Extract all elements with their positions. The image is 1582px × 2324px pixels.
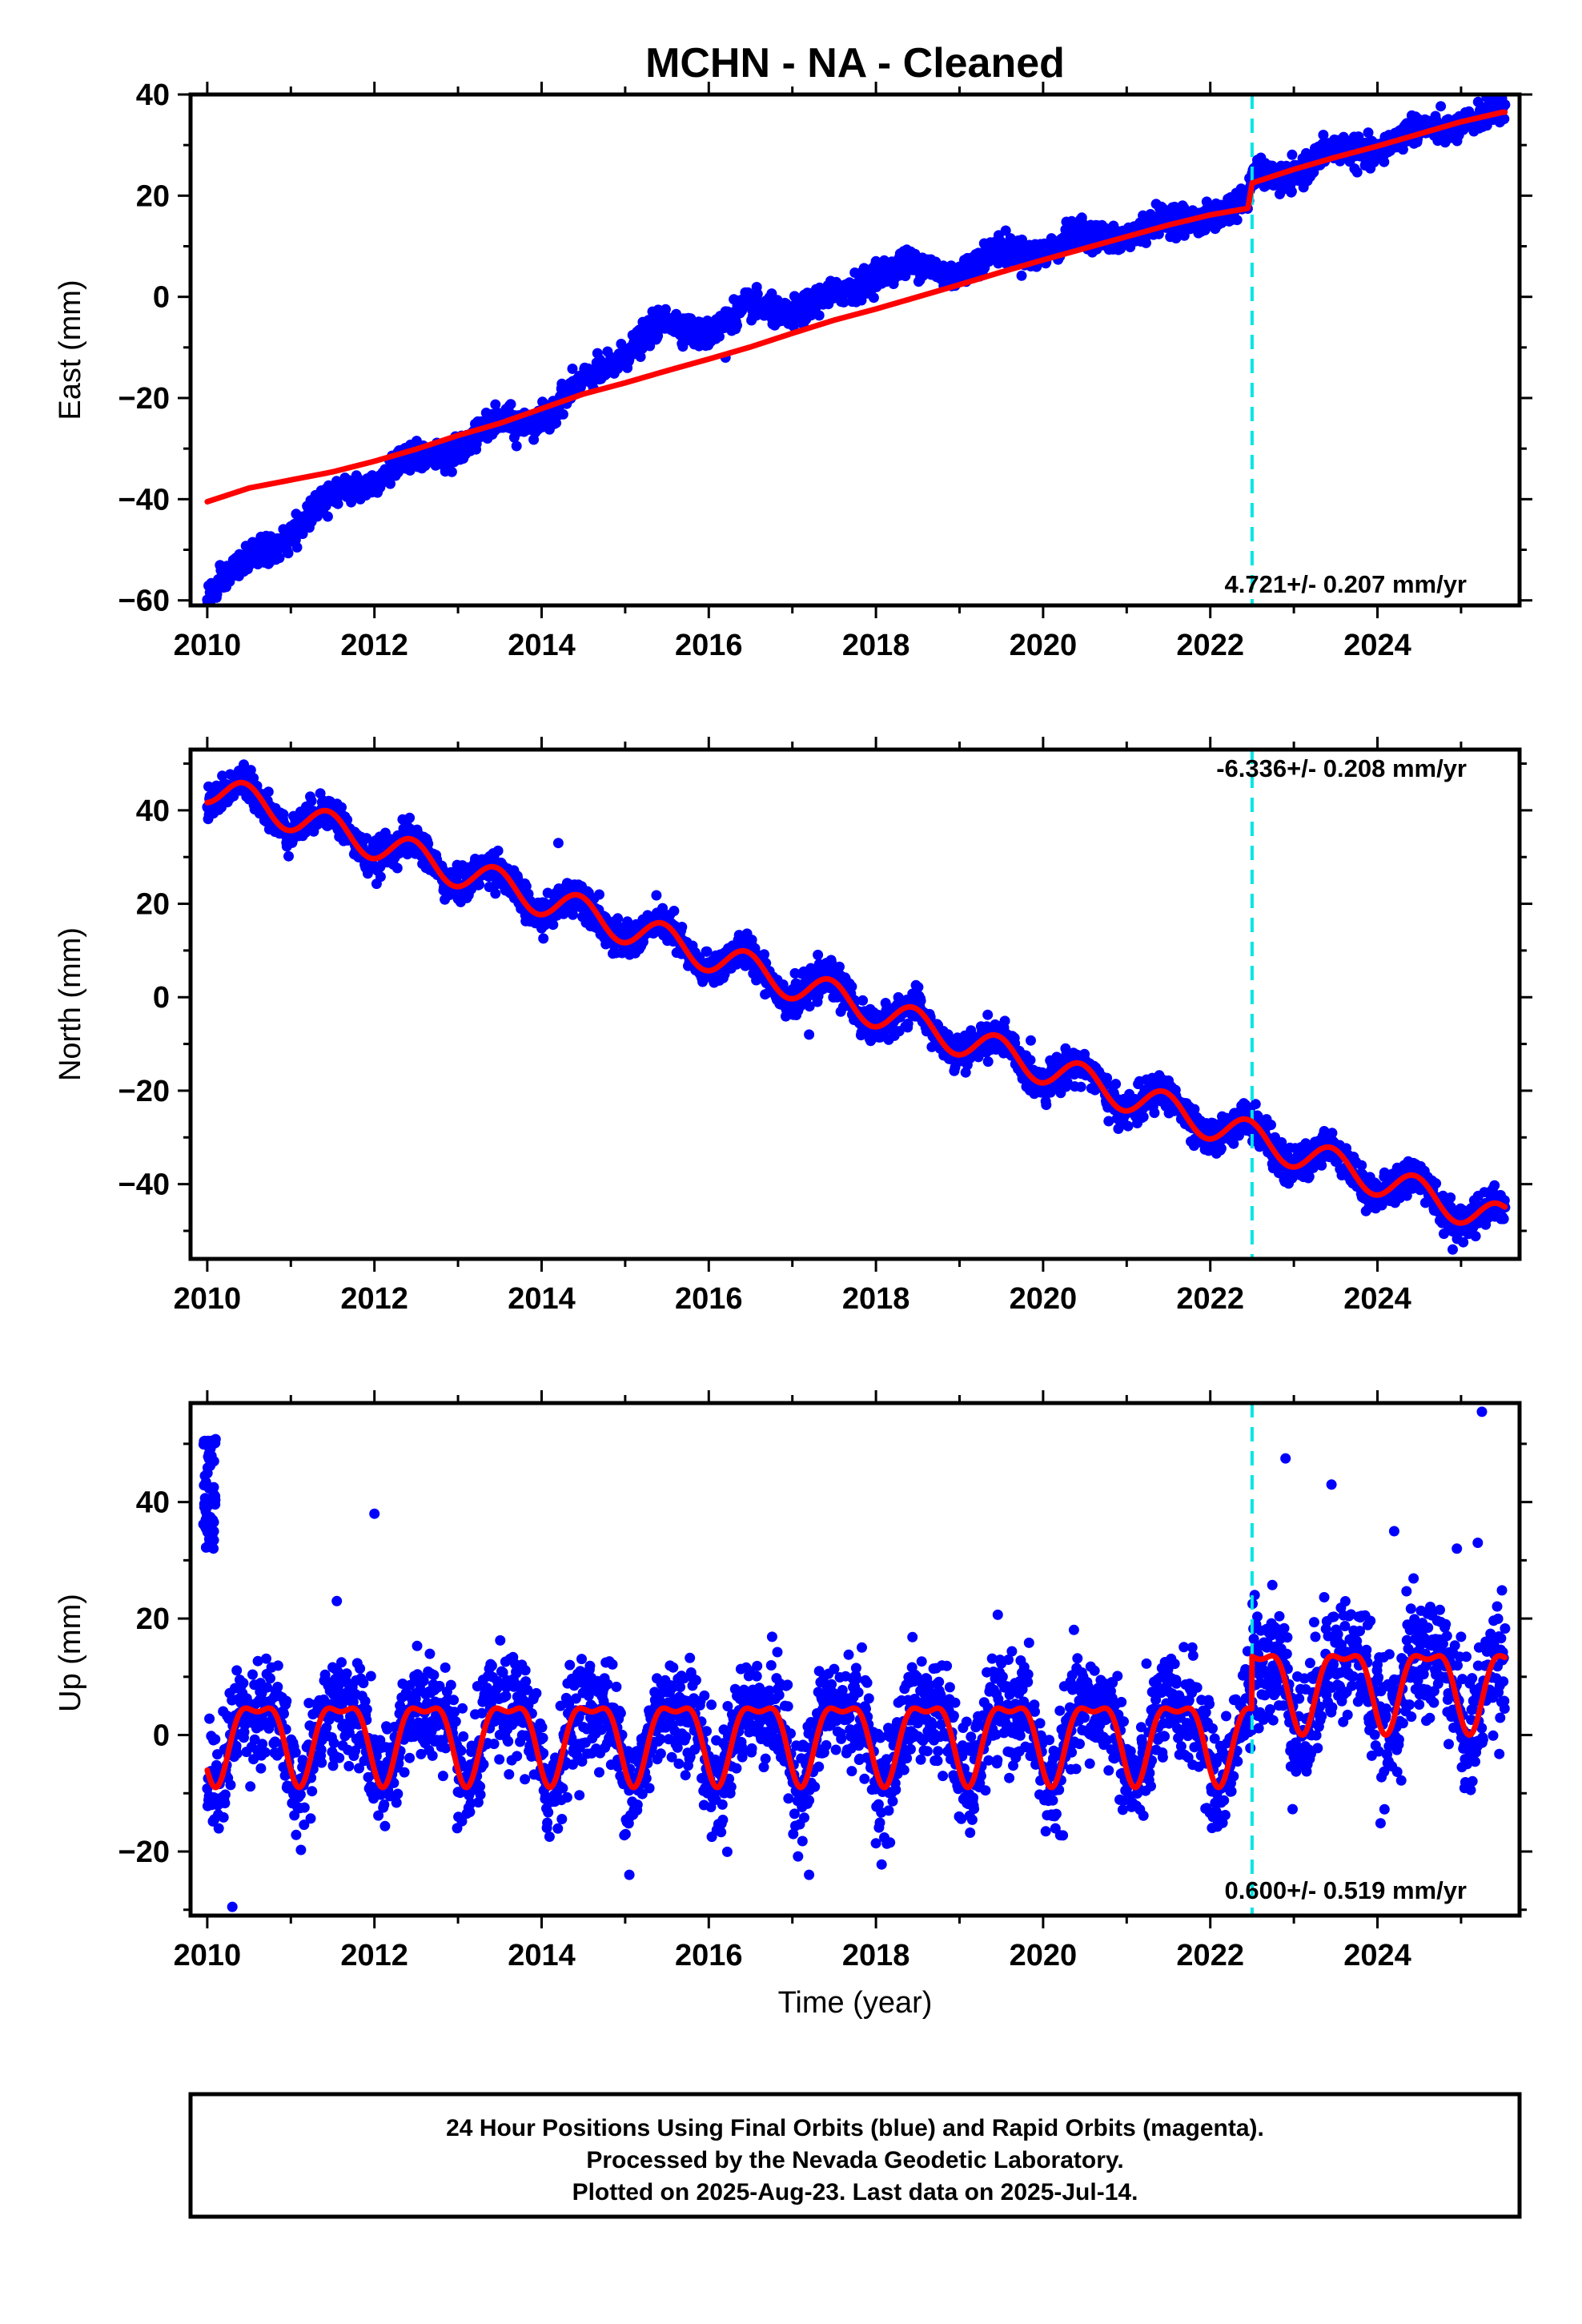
east-plot-area [202, 94, 1511, 605]
north-data-point [982, 1056, 994, 1068]
east-data-point [490, 399, 501, 410]
east-data-point [1286, 186, 1297, 197]
north-data-point [548, 919, 559, 931]
north-data-point [283, 850, 294, 862]
north-data-point [375, 871, 386, 883]
north-data-point [306, 795, 317, 806]
east-data-point [1231, 215, 1243, 226]
east-x-tick-label: 2018 [842, 629, 910, 662]
east-data-point [1500, 99, 1511, 111]
north-data-point [913, 982, 924, 993]
east-data-point [446, 466, 457, 477]
east-data-point [1435, 101, 1447, 112]
east-data-point [868, 292, 879, 304]
north-data-point [263, 786, 274, 798]
east-data-point [211, 589, 223, 600]
east-data-point [291, 542, 303, 553]
north-data-point [490, 888, 501, 899]
east-data-point [1201, 196, 1212, 207]
east-x-tick-label: 2010 [174, 629, 242, 662]
east-data-point [1351, 167, 1363, 178]
east-x-tick-label: 2016 [675, 629, 743, 662]
east-y-axis-label: East (mm) [54, 279, 87, 420]
north-data-point [813, 949, 824, 960]
north-data-point [474, 879, 484, 891]
east-data-point [1153, 228, 1164, 239]
east-data-point [635, 352, 646, 362]
chart-title: MCHN - NA - Cleaned [645, 40, 1065, 86]
north-data-point [1041, 1100, 1052, 1111]
north-data-point [492, 845, 504, 856]
east-data-point [283, 548, 294, 559]
east-x-tick-label: 2020 [1010, 629, 1078, 662]
east-y-tick-label: −60 [118, 585, 170, 618]
north-data-point [538, 933, 549, 944]
east-data-point [1016, 270, 1027, 281]
east-y-tick-label: −40 [118, 483, 170, 517]
east-outlier-point [511, 440, 522, 452]
east-x-tick-label: 2014 [508, 629, 576, 662]
east-data-point [567, 364, 578, 374]
east-x-tick-label: 2024 [1343, 629, 1411, 662]
east-data-point [551, 417, 562, 428]
east-rate-label: 4.721+/- 0.207 mm/yr [1225, 570, 1467, 598]
north-plot-area [202, 750, 1511, 1259]
north-data-point [846, 981, 857, 992]
north-data-point [612, 913, 624, 924]
north-data-point [857, 995, 869, 1006]
east-x-tick-label: 2012 [340, 629, 408, 662]
east-y-tick-label: 40 [136, 78, 170, 112]
east-data-point [900, 271, 911, 282]
east-data-point [714, 331, 725, 342]
north-data-point [999, 1015, 1010, 1027]
east-data-point [732, 320, 742, 331]
north-data-point [651, 890, 662, 901]
north-data-point [677, 922, 688, 932]
east-data-point [1287, 149, 1298, 160]
north-data-point [1025, 1055, 1036, 1066]
north-data-point [982, 1009, 994, 1020]
east-x-tick-label: 2022 [1176, 629, 1244, 662]
north-data-point [336, 802, 347, 813]
east-data-point [838, 296, 849, 308]
east-frame [188, 92, 1522, 608]
north-y-axis-label: North (mm) [54, 927, 87, 1081]
east-data-point [652, 330, 664, 341]
east-data-point [856, 295, 867, 306]
east-data-point [332, 498, 343, 509]
east-data-point [322, 511, 333, 522]
north-data-point [669, 906, 680, 916]
east-data-point [557, 408, 568, 420]
north-data-point [759, 949, 769, 960]
east-y-tick-label: 20 [136, 179, 170, 213]
east-data-point [1017, 234, 1027, 245]
east-data-point [813, 310, 825, 321]
east-y-tick-label: 0 [153, 281, 170, 315]
east-data-point [1141, 237, 1151, 248]
east-data-point [274, 553, 285, 564]
north-panel: North (mm) 2010 2012 2014 2016 2018 2020 2022 2… [54, 737, 1532, 1316]
north-data-point [404, 812, 416, 823]
east-y-tick-label: −20 [118, 382, 170, 416]
north-data-point [391, 862, 403, 874]
east-data-point [1000, 225, 1011, 236]
north-data-point [594, 889, 604, 900]
north-data-point [915, 995, 926, 1007]
north-data-point [1026, 1035, 1036, 1046]
east-data-point [505, 399, 516, 410]
east-panel: East (mm) 2010 2012 2014 2016 2018 2020 2022 20… [54, 78, 1532, 662]
